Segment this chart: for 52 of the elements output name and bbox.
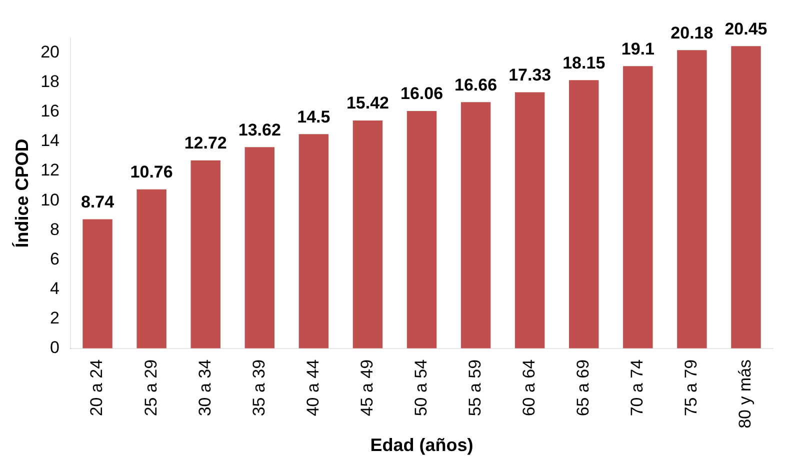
y-tick-label: 6 bbox=[50, 249, 60, 268]
x-tick-label: 25 a 29 bbox=[141, 359, 160, 416]
bar bbox=[82, 219, 112, 348]
data-label: 19.1 bbox=[621, 39, 654, 58]
x-tick-label: 65 a 69 bbox=[574, 359, 593, 416]
bar bbox=[731, 46, 761, 348]
data-label: 8.74 bbox=[80, 192, 115, 212]
data-label: 14.5 bbox=[297, 107, 330, 126]
x-tick-label: 50 a 54 bbox=[411, 359, 430, 416]
data-label: 16.66 bbox=[454, 75, 498, 94]
data-label: 18.15 bbox=[562, 53, 606, 72]
y-tick-label: 20 bbox=[40, 42, 60, 62]
y-tick-label: 8 bbox=[50, 220, 60, 239]
data-label: 20.45 bbox=[724, 19, 768, 38]
y-tick-label: 4 bbox=[50, 278, 60, 298]
y-tick-label: 18 bbox=[40, 72, 60, 92]
bar bbox=[460, 102, 491, 348]
x-tick-label: 55 a 59 bbox=[465, 359, 484, 416]
bar bbox=[244, 147, 274, 348]
y-tick-label: 10 bbox=[40, 190, 60, 210]
x-tick-label: 60 a 64 bbox=[520, 359, 539, 416]
data-label: 12.72 bbox=[184, 134, 227, 153]
y-tick-label: 12 bbox=[40, 160, 60, 180]
x-tick-label: 35 a 39 bbox=[249, 359, 268, 416]
bar bbox=[406, 111, 437, 348]
y-tick-label: 14 bbox=[40, 131, 60, 150]
bar bbox=[514, 92, 545, 348]
bar bbox=[569, 80, 599, 348]
bar bbox=[623, 66, 653, 348]
data-label: 15.42 bbox=[346, 94, 389, 113]
bar bbox=[677, 50, 707, 348]
x-tick-label: 20 a 24 bbox=[87, 359, 106, 416]
data-label: 20.18 bbox=[670, 23, 714, 42]
x-tick-label: 70 a 74 bbox=[628, 359, 647, 416]
y-tick-label: 16 bbox=[40, 102, 60, 121]
x-tick-label: 75 a 79 bbox=[682, 359, 701, 416]
x-tick-label: 30 a 34 bbox=[195, 359, 214, 416]
data-label: 17.33 bbox=[508, 65, 552, 84]
y-tick-label: 0 bbox=[50, 338, 60, 358]
x-tick-label: 80 y más bbox=[736, 359, 755, 428]
x-axis-title: Edad (años) bbox=[370, 435, 474, 456]
bar bbox=[352, 120, 383, 348]
bar bbox=[190, 160, 220, 348]
x-tick-label: 40 a 44 bbox=[303, 359, 322, 416]
data-label: 10.76 bbox=[130, 162, 173, 182]
data-label: 16.06 bbox=[400, 84, 444, 104]
data-label: 13.62 bbox=[238, 120, 281, 140]
bar bbox=[298, 134, 329, 348]
y-tick-label: 2 bbox=[50, 308, 60, 328]
y-axis-title: Índice CPOD bbox=[12, 138, 32, 248]
bar bbox=[136, 189, 166, 348]
x-tick-label: 45 a 49 bbox=[357, 359, 376, 416]
